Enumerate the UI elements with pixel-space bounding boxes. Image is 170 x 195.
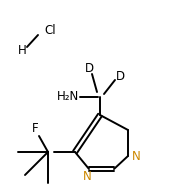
Text: D: D [115,69,125,82]
Text: D: D [84,61,94,74]
Text: N: N [83,170,91,183]
Text: H: H [18,43,26,57]
Text: F: F [32,121,38,135]
Text: N: N [132,150,140,162]
Text: H₂N: H₂N [57,90,79,104]
Text: Cl: Cl [44,24,56,36]
